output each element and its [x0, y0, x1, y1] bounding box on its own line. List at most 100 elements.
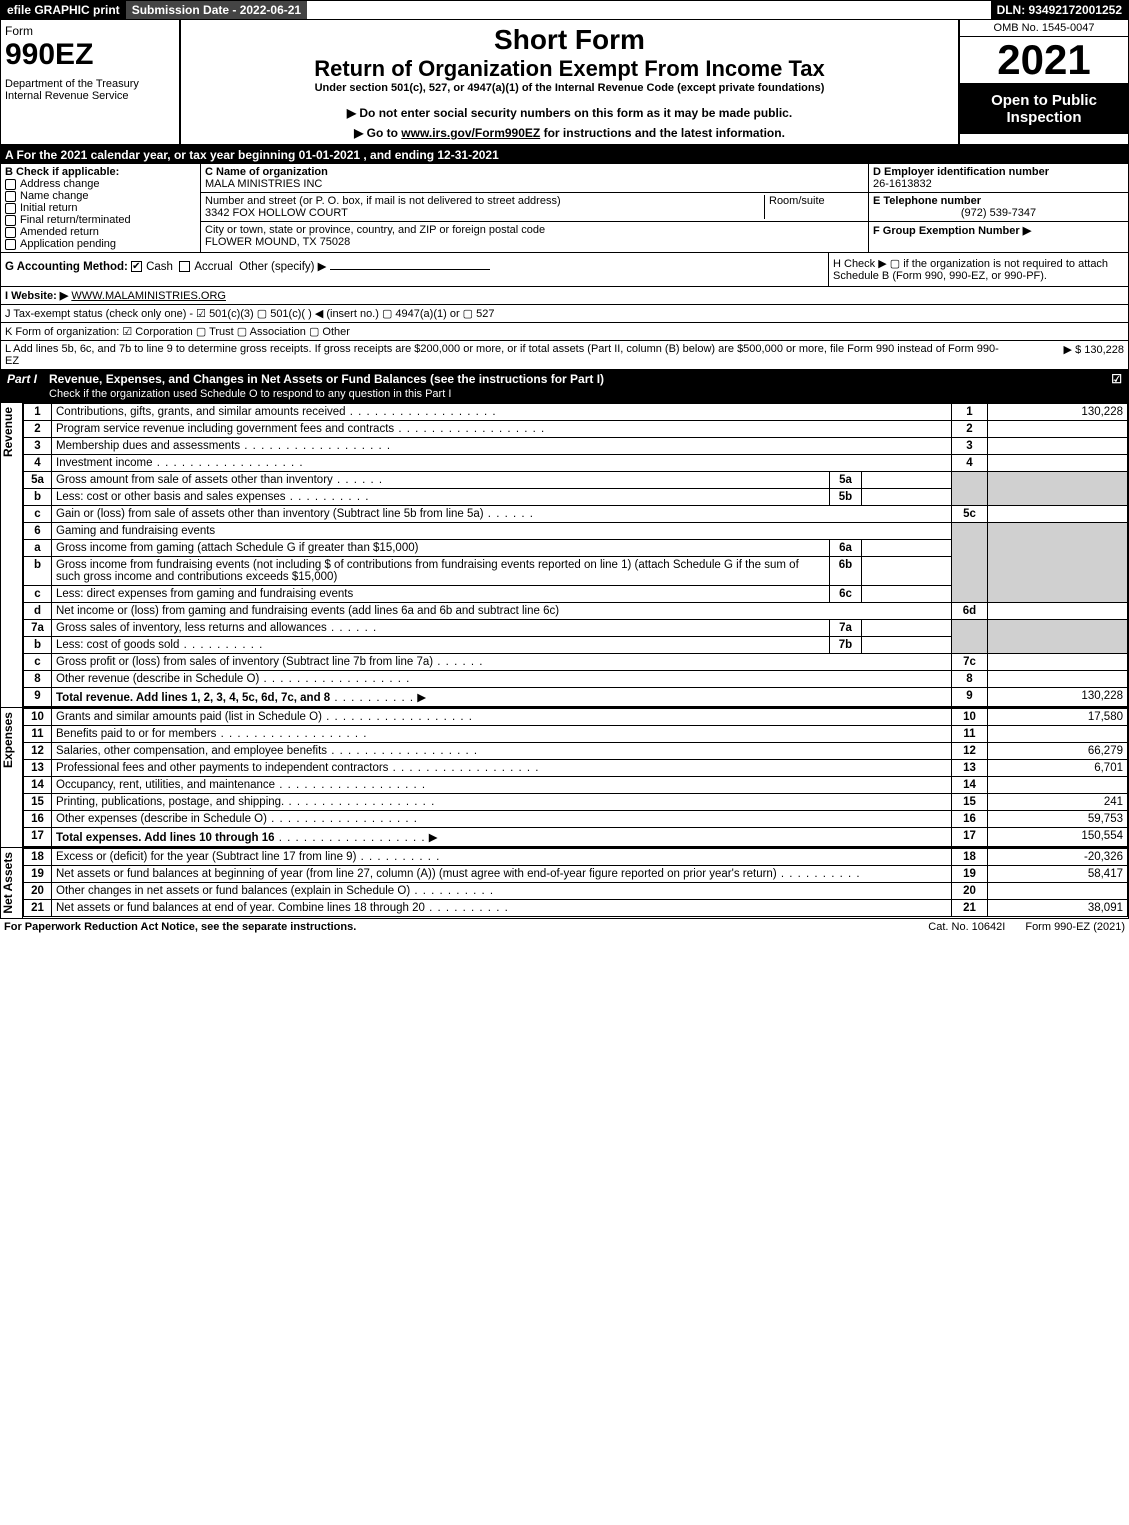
- paperwork-notice: For Paperwork Reduction Act Notice, see …: [4, 921, 908, 933]
- city: FLOWER MOUND, TX 75028: [205, 236, 545, 248]
- line-l: L Add lines 5b, 6c, and 7b to line 9 to …: [1, 341, 1128, 370]
- line-12: 12Salaries, other compensation, and empl…: [24, 743, 1128, 760]
- header-right: OMB No. 1545-0047 2021 Open to Public In…: [958, 20, 1128, 144]
- part-1-check[interactable]: ☑: [1102, 372, 1122, 400]
- block-b-through-f: B Check if applicable: Address change Na…: [1, 164, 1128, 253]
- under-section: Under section 501(c), 527, or 4947(a)(1)…: [189, 82, 950, 94]
- phone: (972) 539-7347: [873, 207, 1124, 219]
- tax-year: 2021: [960, 37, 1128, 84]
- goto-post: for instructions and the latest informat…: [540, 126, 785, 140]
- line-15: 15Printing, publications, postage, and s…: [24, 794, 1128, 811]
- expenses-vlabel: Expenses: [1, 708, 23, 847]
- line-20: 20Other changes in net assets or fund ba…: [24, 883, 1128, 900]
- check-cash[interactable]: [131, 261, 142, 272]
- d-label: D Employer identification number: [873, 166, 1124, 178]
- line-a: A For the 2021 calendar year, or tax yea…: [1, 146, 1128, 164]
- part-1-header: Part I Revenue, Expenses, and Changes in…: [1, 370, 1128, 402]
- g-h-row: G Accounting Method: Cash Accrual Other …: [1, 253, 1128, 287]
- section-c: C Name of organization MALA MINISTRIES I…: [201, 164, 868, 252]
- line-6: 6Gaming and fundraising events: [24, 523, 1128, 540]
- form-header: Form 990EZ Department of the Treasury In…: [1, 20, 1128, 146]
- short-form-title: Short Form: [189, 24, 950, 56]
- form-of-org-row: K Form of organization: ☑ Corporation ▢ …: [1, 323, 1128, 341]
- line-18: 18Excess or (deficit) for the year (Subt…: [24, 849, 1128, 866]
- department: Department of the Treasury Internal Reve…: [5, 78, 175, 102]
- room-suite-label: Room/suite: [764, 195, 864, 219]
- line-5a: 5aGross amount from sale of assets other…: [24, 472, 1128, 489]
- do-not-enter: ▶ Do not enter social security numbers o…: [189, 106, 950, 120]
- check-final-return[interactable]: Final return/terminated: [5, 214, 196, 226]
- b-label: B Check if applicable:: [5, 166, 196, 178]
- line-9: 9Total revenue. Add lines 1, 2, 3, 4, 5c…: [24, 688, 1128, 707]
- line-4: 4Investment income4: [24, 455, 1128, 472]
- dln: DLN: 93492172001252: [991, 1, 1128, 19]
- line-17: 17Total expenses. Add lines 10 through 1…: [24, 828, 1128, 847]
- part-1-sub: Check if the organization used Schedule …: [49, 388, 451, 400]
- tax-exempt-row: J Tax-exempt status (check only one) - ☑…: [1, 305, 1128, 323]
- line-19: 19Net assets or fund balances at beginni…: [24, 866, 1128, 883]
- street: 3342 FOX HOLLOW COURT: [205, 207, 764, 219]
- goto-pre: ▶ Go to: [354, 126, 401, 140]
- goto-instructions: ▶ Go to www.irs.gov/Form990EZ for instru…: [189, 126, 950, 140]
- expenses-table: 10Grants and similar amounts paid (list …: [23, 708, 1128, 847]
- header-middle: Short Form Return of Organization Exempt…: [181, 20, 958, 144]
- net-assets-vlabel: Net Assets: [1, 848, 23, 918]
- other-specify-input[interactable]: [330, 269, 490, 270]
- submission-date: Submission Date - 2022-06-21: [126, 1, 307, 19]
- net-assets-section: Net Assets 18Excess or (deficit) for the…: [1, 847, 1128, 918]
- accounting-method: G Accounting Method: Cash Accrual Other …: [1, 253, 828, 286]
- phone-block: E Telephone number (972) 539-7347: [869, 193, 1128, 222]
- omb-number: OMB No. 1545-0047: [960, 20, 1128, 37]
- page-footer: For Paperwork Reduction Act Notice, see …: [0, 919, 1129, 935]
- revenue-vlabel: Revenue: [1, 403, 23, 707]
- part-1-label: Part I: [7, 372, 49, 400]
- c-name-label: C Name of organization: [205, 166, 864, 178]
- check-amended-return[interactable]: Amended return: [5, 226, 196, 238]
- check-accrual[interactable]: [179, 261, 190, 272]
- group-exemption-block: F Group Exemption Number ▶: [869, 222, 1128, 239]
- check-application-pending[interactable]: Application pending: [5, 238, 196, 250]
- form-word: Form: [5, 24, 175, 38]
- section-b: B Check if applicable: Address change Na…: [1, 164, 201, 252]
- ein: 26-1613832: [873, 178, 1124, 190]
- line-5c: cGain or (loss) from sale of assets othe…: [24, 506, 1128, 523]
- net-assets-table: 18Excess or (deficit) for the year (Subt…: [23, 848, 1128, 917]
- check-name-change[interactable]: Name change: [5, 190, 196, 202]
- top-bar: efile GRAPHIC print Submission Date - 20…: [1, 1, 1128, 20]
- ein-block: D Employer identification number 26-1613…: [869, 164, 1128, 193]
- line-6d: dNet income or (loss) from gaming and fu…: [24, 603, 1128, 620]
- f-label: F Group Exemption Number ▶: [873, 224, 1124, 237]
- revenue-section: Revenue 1Contributions, gifts, grants, a…: [1, 402, 1128, 707]
- header-left: Form 990EZ Department of the Treasury In…: [1, 20, 181, 144]
- line-1: 1Contributions, gifts, grants, and simil…: [24, 404, 1128, 421]
- g-label: G Accounting Method:: [5, 261, 128, 273]
- street-label: Number and street (or P. O. box, if mail…: [205, 195, 764, 207]
- line-2: 2Program service revenue including gover…: [24, 421, 1128, 438]
- check-initial-return[interactable]: Initial return: [5, 202, 196, 214]
- line-13: 13Professional fees and other payments t…: [24, 760, 1128, 777]
- website-link[interactable]: WWW.MALAMINISTRIES.ORG: [71, 290, 226, 302]
- efile-label: efile GRAPHIC print: [1, 1, 126, 19]
- check-address-change[interactable]: Address change: [5, 178, 196, 190]
- street-row: Number and street (or P. O. box, if mail…: [201, 193, 868, 222]
- line-3: 3Membership dues and assessments3: [24, 438, 1128, 455]
- cat-no: Cat. No. 10642I: [928, 921, 1005, 933]
- line-10: 10Grants and similar amounts paid (list …: [24, 709, 1128, 726]
- line-8: 8Other revenue (describe in Schedule O)8: [24, 671, 1128, 688]
- l-text: L Add lines 5b, 6c, and 7b to line 9 to …: [5, 343, 1004, 367]
- e-label: E Telephone number: [873, 195, 1124, 207]
- form-990ez: efile GRAPHIC print Submission Date - 20…: [0, 0, 1129, 919]
- form-ref: Form 990-EZ (2021): [1025, 921, 1125, 933]
- part-1-title: Revenue, Expenses, and Changes in Net As…: [49, 372, 604, 386]
- website-row: I Website: ▶ WWW.MALAMINISTRIES.ORG: [1, 287, 1128, 305]
- city-row: City or town, state or province, country…: [201, 222, 868, 250]
- line-16: 16Other expenses (describe in Schedule O…: [24, 811, 1128, 828]
- revenue-table: 1Contributions, gifts, grants, and simil…: [23, 403, 1128, 707]
- city-label: City or town, state or province, country…: [205, 224, 545, 236]
- goto-link[interactable]: www.irs.gov/Form990EZ: [401, 126, 540, 140]
- section-d-e-f: D Employer identification number 26-1613…: [868, 164, 1128, 252]
- form-number: 990EZ: [5, 38, 175, 72]
- return-title: Return of Organization Exempt From Incom…: [189, 56, 950, 82]
- line-7a: 7aGross sales of inventory, less returns…: [24, 620, 1128, 637]
- expenses-section: Expenses 10Grants and similar amounts pa…: [1, 707, 1128, 847]
